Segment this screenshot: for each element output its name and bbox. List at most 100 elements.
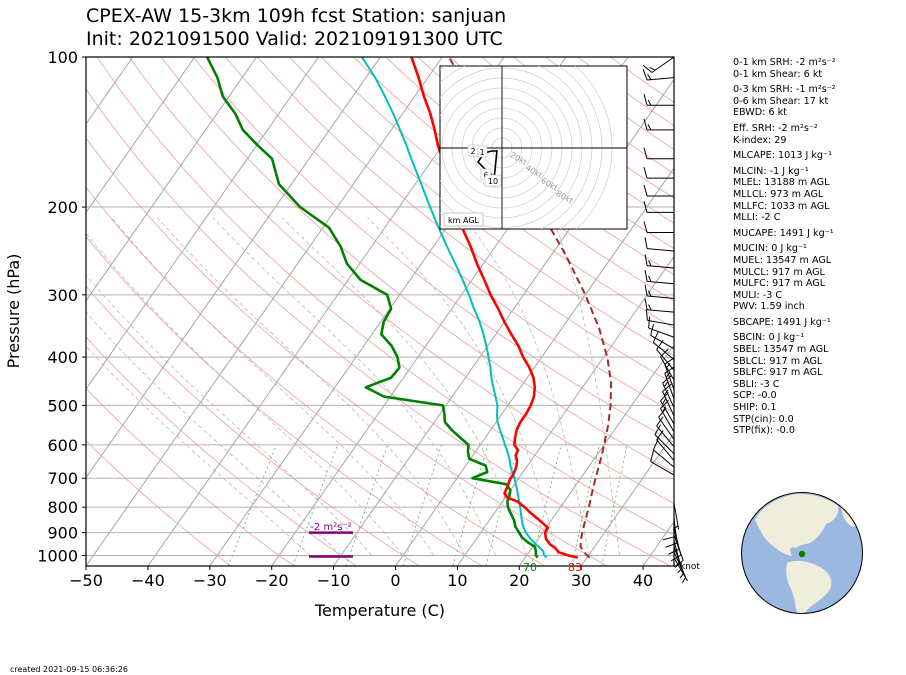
- y-tick-label: 900: [47, 524, 78, 543]
- dry-adiabat-line: [86, 387, 294, 566]
- wind-barb: [643, 201, 674, 213]
- chart-title-line2: Init: 2021091500 Valid: 202109191300 UTC: [86, 28, 503, 50]
- stat-line: 0-1 km Shear: 6 kt: [733, 68, 823, 80]
- indices-panel: 0-1 km SRH: -2 m²s⁻² 0-1 km Shear: 6 kt 0-…: [733, 57, 836, 437]
- dewpoint-profile-line: [205, 57, 539, 559]
- wind-barb: [644, 298, 675, 313]
- dry-adiabat-line: [192, 57, 674, 443]
- wind-barb: [672, 502, 680, 530]
- hodograph-height-label: 1: [479, 148, 484, 157]
- wind-barb: [650, 324, 675, 350]
- grid-lines: [86, 56, 674, 556]
- wind-barb: [642, 56, 675, 73]
- mixing-ratio-line: [452, 444, 489, 566]
- parcel-profile-line: [447, 57, 613, 559]
- wind-barb: [643, 221, 674, 234]
- hodograph-key-label: km AGL: [448, 216, 480, 225]
- stat-line: MULCL: 917 m AGL: [733, 266, 825, 278]
- wind-barb: [645, 308, 675, 326]
- dry-adiabat-line: [257, 57, 674, 385]
- x-tick-label: −50: [69, 571, 103, 590]
- dry-adiabat-line: [86, 336, 357, 566]
- y-tick-label: 300: [47, 286, 78, 305]
- stat-line: SBCAPE: 1491 J kg⁻¹: [733, 316, 831, 328]
- dry-adiabat-line: [86, 440, 232, 566]
- stat-line: MUEL: 13547 m AGL: [733, 254, 832, 266]
- surface-temperature-label: 83: [568, 561, 582, 574]
- x-tick-label: −40: [131, 571, 165, 590]
- station-marker: [798, 550, 806, 558]
- hodograph-height-box: [484, 174, 502, 187]
- isotherm-line: [86, 57, 381, 479]
- stat-line: MULI: -3 C: [733, 289, 783, 301]
- wind-barb: [644, 237, 675, 252]
- y-tick-label: 600: [47, 436, 78, 455]
- wind-barb: [656, 416, 675, 447]
- wind-barb: [642, 69, 675, 81]
- isotherm-line: [395, 167, 674, 566]
- wind-barb: [643, 94, 674, 106]
- chart-title-line1: CPEX-AW 15-3km 109h fcst Station: sanjua…: [86, 5, 507, 27]
- stat-line: Eff. SRH: -2 m²s⁻²: [733, 122, 818, 134]
- south-america-land: [786, 560, 832, 614]
- wind-barb: [662, 383, 675, 417]
- stat-line: SCP: -0.0: [733, 390, 777, 402]
- y-tick-label: 200: [47, 198, 78, 217]
- wind-barb: [643, 184, 674, 197]
- dry-adiabat-line: [385, 57, 674, 276]
- stat-line: MLLI: -2 C: [733, 212, 781, 224]
- isotherm-line: [86, 57, 258, 302]
- wind-barb: [644, 254, 675, 269]
- stat-line: MLLFC: 1033 m AGL: [733, 200, 830, 212]
- y-tick-label: 1000: [37, 546, 78, 565]
- dry-adiabat-line: [86, 285, 420, 566]
- stat-line: MLCAPE: 1013 J kg⁻¹: [733, 150, 832, 162]
- x-tick-label: −20: [255, 571, 289, 590]
- stat-line: SBLCL: 917 m AGL: [733, 355, 823, 367]
- north-america-land: [755, 493, 839, 556]
- x-tick-label: 30: [571, 571, 591, 590]
- mixing-ratio-line: [228, 444, 277, 566]
- y-axis-ticks: 100 200 300 400 500 600 700 800 900 1000: [37, 48, 86, 565]
- stat-line: 0-3 km SRH: -1 m²s⁻²: [733, 84, 836, 96]
- wind-barb: [654, 424, 675, 455]
- moist-adiabat-line: [551, 217, 620, 556]
- wind-barb: [643, 167, 674, 179]
- wind-barb: [648, 316, 675, 338]
- wind-barb: [643, 147, 674, 160]
- stat-line: MUCAPE: 1491 J kg⁻¹: [733, 227, 834, 239]
- wetbulb-profile-line: [360, 57, 548, 559]
- stat-line: MULFC: 917 m AGL: [733, 278, 826, 290]
- wind-barb: [673, 551, 686, 579]
- hodograph-height-box: [467, 144, 479, 157]
- stat-line: EBWD: 6 kt: [733, 107, 787, 119]
- dry-adiabat-line: [86, 186, 545, 566]
- hodograph-key-box: [443, 212, 484, 227]
- x-tick-label: −30: [193, 571, 227, 590]
- wind-barb: [652, 331, 675, 361]
- wind-barb: [644, 270, 675, 285]
- moist-adiabat-line: [86, 345, 311, 556]
- dry-adiabat-line: [225, 57, 674, 414]
- stat-line: STP(cin): 0.0: [733, 413, 794, 425]
- dry-adiabat-line: [289, 57, 674, 357]
- moist-adiabat-line: [86, 311, 342, 556]
- stat-line: K-index: 29: [733, 134, 787, 146]
- x-tick-label: 10: [447, 571, 467, 590]
- mixing-ratio-line: [345, 444, 389, 566]
- dry-adiabat-line: [128, 57, 674, 505]
- dry-adiabat-line: [86, 235, 483, 566]
- stat-line: SBEL: 13547 m AGL: [733, 344, 829, 356]
- y-tick-label: 500: [47, 396, 78, 415]
- isotherm-line: [518, 344, 674, 566]
- mixing-ratio-line: [292, 444, 338, 566]
- x-tick-label: 20: [509, 571, 529, 590]
- wind-barb: [643, 118, 674, 131]
- hodograph-height-label: 2: [470, 147, 475, 156]
- stat-line: STP(fix): -0.0: [733, 425, 795, 437]
- srh-label: -2 m²s⁻²: [310, 522, 351, 533]
- moist-adiabat-line: [86, 232, 404, 556]
- y-tick-label: 400: [47, 348, 78, 367]
- wind-barb: [662, 509, 675, 541]
